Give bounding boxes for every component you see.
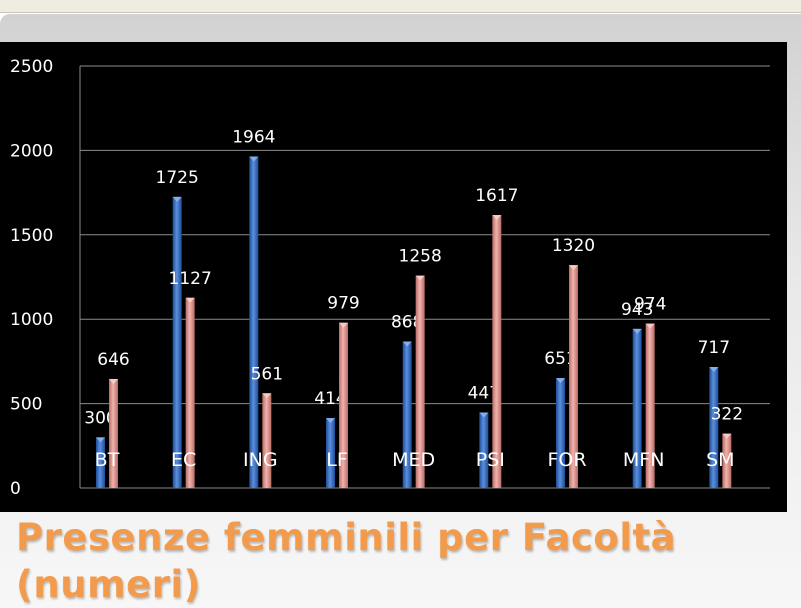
bar-series-1 — [632, 328, 642, 488]
data-label-series-2: 646 — [97, 350, 129, 370]
slide: 0 500 1000 1500 2000 2500 300 646 BT 1725 1127 EC 19… — [0, 14, 801, 608]
bar-series-2 — [262, 393, 272, 488]
x-category-label: MED — [392, 449, 435, 471]
bar-series-1 — [96, 437, 105, 488]
data-label-series-1: 943 — [621, 300, 653, 320]
bar-series-2 — [185, 297, 195, 488]
bar-series-2 — [339, 322, 348, 488]
bar-series-2 — [415, 275, 425, 488]
x-category-label: PSI — [476, 449, 505, 471]
bar-cap — [339, 322, 348, 328]
slide-title-line-2: (numeri) — [16, 563, 202, 606]
y-tick-label: 0 — [10, 479, 21, 499]
bar-chart: 0 500 1000 1500 2000 2500 300 646 BT 1725 1127 EC 19… — [10, 57, 770, 499]
slide-title: Presenze femminili per Facoltà (numeri) — [16, 514, 786, 608]
bar-series-1 — [326, 418, 335, 488]
bar-cap — [492, 215, 502, 221]
bar-series-1 — [172, 196, 182, 488]
y-tick-label: 2500 — [10, 57, 53, 77]
data-label-series-1: 1964 — [232, 127, 275, 147]
y-tick-label: 2000 — [10, 141, 53, 161]
bar-cap — [645, 323, 655, 329]
data-label-series-2: 979 — [327, 294, 359, 314]
bar-cap — [556, 378, 565, 384]
bar-cap — [709, 366, 719, 372]
bar-cap — [415, 275, 425, 281]
bar-series-1 — [402, 341, 412, 488]
bar-series-2 — [722, 433, 732, 488]
data-label-series-1: 717 — [698, 338, 730, 358]
data-label-series-1: 1725 — [156, 168, 199, 188]
bar-series-1 — [709, 366, 719, 488]
y-tick-label: 1000 — [10, 310, 53, 330]
bar-cap — [96, 437, 105, 443]
bar-cap — [109, 378, 118, 384]
data-label-series-1: 651 — [544, 349, 576, 369]
y-tick-label: 500 — [10, 395, 42, 415]
x-category-label: BT — [95, 449, 120, 471]
bar-cap — [402, 341, 412, 347]
bar-cap — [632, 328, 642, 334]
x-category-label: EC — [171, 449, 196, 471]
bar-series-2 — [109, 378, 118, 488]
chart-container: 0 500 1000 1500 2000 2500 300 646 BT 1725 1127 EC 19… — [0, 42, 787, 512]
bar-cap — [479, 412, 489, 418]
data-label-series-2: 561 — [251, 364, 283, 384]
bar-series-1 — [556, 378, 565, 488]
data-label-series-2: 1258 — [399, 247, 442, 267]
bar-cap — [722, 433, 732, 439]
bar-cap — [262, 393, 272, 399]
x-category-label: FOR — [547, 449, 586, 471]
x-category-label: LF — [326, 449, 348, 471]
bar-cap — [569, 265, 578, 271]
x-category-label: SM — [706, 449, 734, 471]
x-category-label: MFN — [623, 449, 665, 471]
bar-cap — [249, 156, 259, 162]
slide-title-line-1: Presenze femminili per Facoltà — [16, 516, 677, 559]
y-tick-label: 1500 — [10, 226, 53, 246]
data-label-series-2: 1127 — [169, 269, 212, 289]
x-category-label: ING — [243, 449, 278, 471]
bar-cap — [172, 196, 182, 202]
data-label-series-2: 974 — [634, 295, 666, 315]
data-label-series-1: 447 — [468, 384, 500, 404]
bar-series-1 — [479, 412, 489, 488]
data-label-series-1: 414 — [314, 389, 346, 409]
data-label-series-2: 1320 — [552, 236, 595, 256]
bar-series-1 — [249, 156, 259, 488]
bar-series-2 — [492, 215, 502, 488]
data-label-series-2: 1617 — [475, 186, 518, 206]
bar-series-2 — [645, 323, 655, 488]
bar-cap — [185, 297, 195, 303]
window-top-band — [0, 0, 801, 13]
bar-cap — [326, 418, 335, 424]
data-label-series-1: 300 — [84, 408, 116, 428]
data-label-series-1: 868 — [391, 312, 423, 332]
bar-series-2 — [569, 265, 578, 488]
data-label-series-2: 322 — [711, 405, 743, 425]
